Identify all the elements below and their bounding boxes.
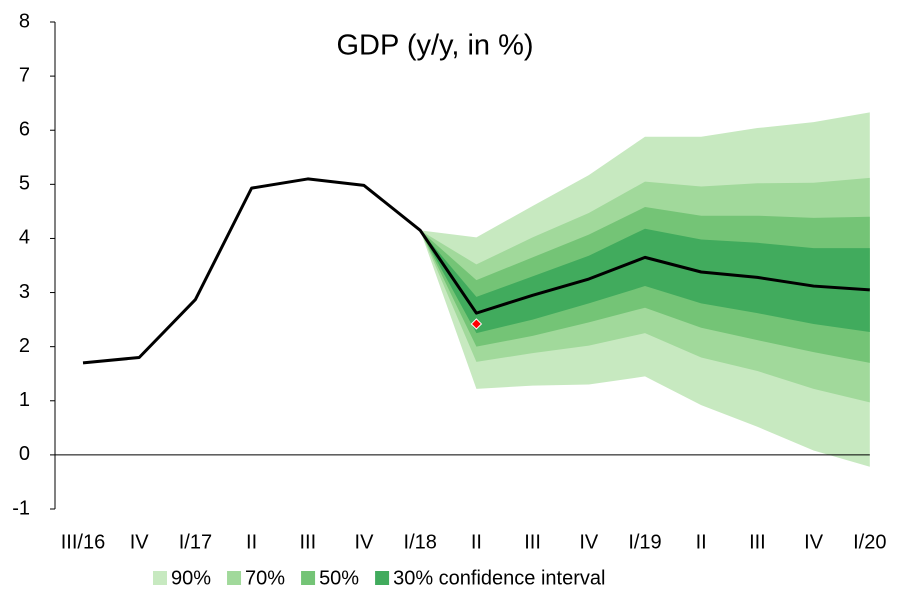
x-tick-label: I/18 [404, 531, 437, 553]
x-tick-label: II [471, 531, 482, 553]
marker [470, 318, 483, 330]
legend-swatch [301, 571, 316, 585]
x-tick-label: I/19 [628, 531, 661, 553]
y-tick-label: 3 [19, 281, 30, 303]
x-tick-label: IV [804, 531, 824, 553]
x-tick-label: III [524, 531, 541, 553]
x-tick-label: II [696, 531, 707, 553]
x-tick-label: III/16 [61, 531, 105, 553]
y-tick-label: 1 [19, 389, 30, 411]
x-tick-label: II [246, 531, 257, 553]
x-tick-label: IV [130, 531, 150, 553]
y-tick-label: 5 [19, 173, 30, 195]
confidence-band [420, 228, 870, 334]
y-tick-label: -1 [12, 497, 30, 519]
legend-label: 70% [245, 567, 285, 589]
legend-label: 30% confidence interval [393, 567, 605, 589]
x-tick-label: III [749, 531, 766, 553]
y-tick-label: 0 [19, 443, 30, 465]
x-tick-label: I/20 [853, 531, 886, 553]
chart-title: GDP (y/y, in %) [336, 30, 533, 62]
gdp-line [82, 177, 870, 365]
legend-label: 90% [171, 567, 211, 589]
y-tick-label: 7 [19, 64, 30, 86]
legend-label: 50% [319, 567, 359, 589]
legend-swatch [227, 571, 242, 585]
legend-swatch [375, 571, 390, 585]
y-tick-label: 6 [19, 119, 30, 141]
x-tick-label: III [299, 531, 316, 553]
legend-swatch [153, 571, 167, 585]
x-tick-label: I/17 [179, 531, 212, 553]
y-tick-label: 2 [19, 335, 30, 357]
x-tick-label: IV [355, 531, 375, 553]
y-tick-label: 8 [19, 10, 30, 32]
x-tick-label: IV [579, 531, 599, 553]
y-tick-label: 4 [19, 227, 30, 249]
